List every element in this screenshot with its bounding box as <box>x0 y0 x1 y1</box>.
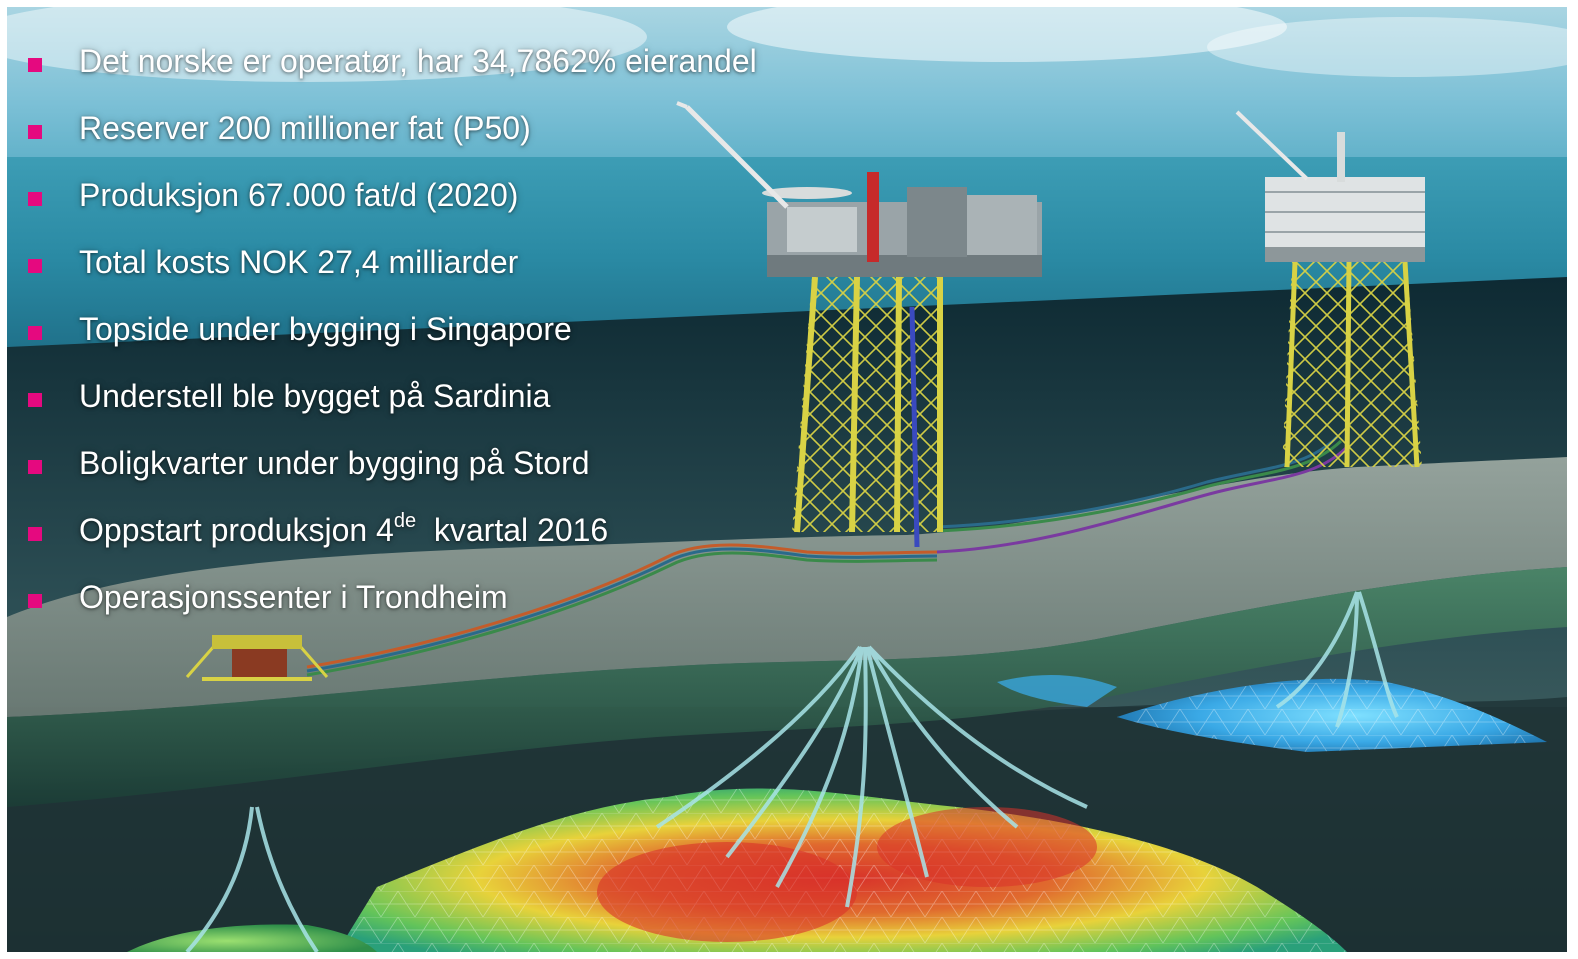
bullet-text: Operasjonssenter i Trondheim <box>79 579 508 615</box>
list-item: Oppstart produksjon 4de kvartal 2016 <box>28 497 706 564</box>
list-item: Reserver 200 millioner fat (P50) <box>28 95 706 162</box>
list-item: Produksjon 67.000 fat/d (2020) <box>28 162 706 229</box>
bullet-square-icon <box>28 258 42 273</box>
bullet-square-icon <box>28 191 42 206</box>
bullet-text: Oppstart produksjon 4de kvartal 2016 <box>79 510 609 549</box>
bullet-text: Boligkvarter under bygging på Stord <box>79 445 590 481</box>
bullet-square-icon <box>28 392 42 407</box>
main-platform-graphic <box>676 101 1042 548</box>
bullet-square-icon <box>28 124 42 139</box>
bullet-text-superscript: de <box>393 510 417 533</box>
list-item: Understell ble bygget på Sardinia <box>28 363 706 430</box>
bullet-list: Det norske er operatør, har 34,7862% eie… <box>28 28 757 631</box>
bullet-text: Det norske er operatør, har 34,7862% eie… <box>79 43 757 79</box>
illustration-offshore-field <box>7 7 1567 952</box>
bullet-text-end: kvartal 2016 <box>416 512 609 548</box>
bullet-text: Reserver 200 millioner fat (P50) <box>79 110 531 146</box>
offshore-scene-graphic <box>7 7 1567 952</box>
bullet-square-icon <box>28 459 42 474</box>
bullet-text: Topside under bygging i Singapore <box>79 311 572 347</box>
bullet-text: Understell ble bygget på Sardinia <box>79 378 551 414</box>
list-item: Topside under bygging i Singapore <box>28 296 706 363</box>
bullet-text: Produksjon 67.000 fat/d (2020) <box>79 177 519 213</box>
list-item: Total kosts NOK 27,4 milliarder <box>28 229 706 296</box>
bullet-square-icon <box>28 57 42 72</box>
list-item: Boligkvarter under bygging på Stord <box>28 430 706 497</box>
bullet-square-icon <box>28 526 42 541</box>
secondary-platform-graphic <box>1235 110 1425 468</box>
list-item: Operasjonssenter i Trondheim <box>28 564 706 631</box>
bullet-square-icon <box>28 593 42 608</box>
bullet-text: Total kosts NOK 27,4 milliarder <box>79 244 519 280</box>
bullet-text-start: Oppstart produksjon 4 <box>79 512 394 548</box>
list-item: Det norske er operatør, har 34,7862% eie… <box>28 28 757 95</box>
bullet-square-icon <box>28 325 42 340</box>
subsea-template-graphic <box>185 635 329 681</box>
